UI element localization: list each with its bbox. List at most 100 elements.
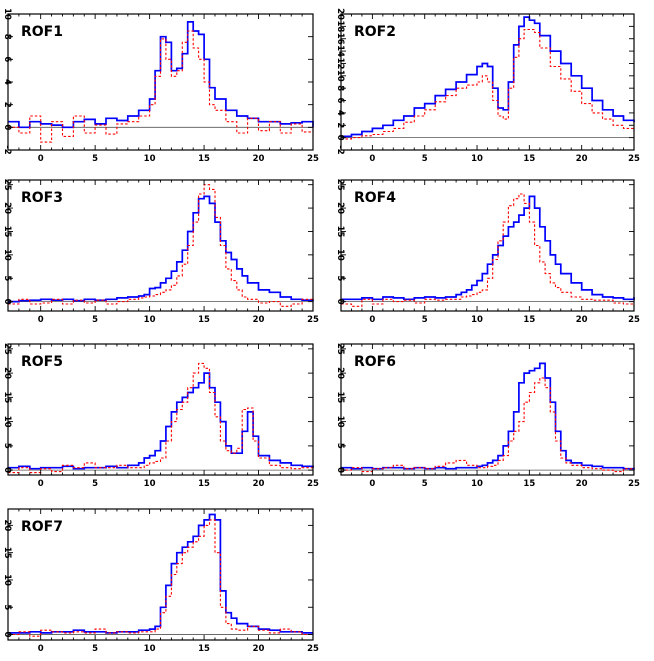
x-tick-label: 25 xyxy=(307,479,319,489)
series-model-line xyxy=(8,519,314,637)
panel-rof3: 0 5 10 15 20 25 0 5 10 15 20 25 ROF3 xyxy=(2,179,319,325)
x-tick-label: 0 xyxy=(38,479,44,489)
panel-title: ROF6 xyxy=(354,354,396,370)
y-tick-label: 0 xyxy=(2,299,12,305)
series-observed-line xyxy=(8,195,314,303)
y-tick-label: 6 xyxy=(2,56,12,62)
y-tick-label: 4 xyxy=(2,79,12,85)
series-observed-line xyxy=(8,513,313,634)
x-tick-label: 25 xyxy=(628,154,640,164)
x-tick-label: 25 xyxy=(307,154,319,164)
panel-rof4: 0 5 10 15 20 25 0 5 10 15 20 25 ROF4 xyxy=(335,179,640,325)
series-observed-line xyxy=(8,372,314,470)
x-tick-label: 15 xyxy=(198,644,210,654)
x-tick-label: 25 xyxy=(307,315,319,325)
series-model-line xyxy=(8,30,314,143)
x-tick-label: 0 xyxy=(38,315,44,325)
panel-rof1: 0 5 10 15 20 25 -2 0 2 4 6 8 10 ROF1 xyxy=(2,8,319,164)
x-tick-label: 15 xyxy=(198,479,210,489)
y-tick-label: 15 xyxy=(335,226,345,238)
panel-title: ROF3 xyxy=(21,190,63,206)
x-tick-label: 20 xyxy=(253,644,265,654)
y-tick-label: 15 xyxy=(335,391,345,403)
y-tick-label: 10 xyxy=(2,574,12,586)
y-tick-label: 10 xyxy=(335,249,345,261)
x-tick-label: 0 xyxy=(369,154,375,164)
x-tick-label: 15 xyxy=(523,154,535,164)
x-tick-label: 5 xyxy=(92,479,98,489)
y-tick-label: 25 xyxy=(335,343,345,355)
y-tick-label: 18 xyxy=(335,20,345,32)
y-tick-label: 5 xyxy=(2,275,12,281)
y-tick-label: 5 xyxy=(2,443,12,449)
series-model-line xyxy=(341,377,635,473)
y-tick-label: 20 xyxy=(2,367,12,379)
x-tick-label: 0 xyxy=(369,315,375,325)
y-tick-label: 12 xyxy=(335,58,345,70)
y-tick-label: 0 xyxy=(335,299,345,305)
y-tick-label: 14 xyxy=(335,45,345,57)
x-tick-label: 15 xyxy=(198,315,210,325)
panel-title: ROF4 xyxy=(354,190,396,206)
y-tick-label: 0 xyxy=(2,467,12,473)
y-tick-label: 5 xyxy=(2,604,12,610)
x-tick-label: 25 xyxy=(307,644,319,654)
y-tick-label: 8 xyxy=(335,85,345,91)
x-tick-label: 0 xyxy=(38,644,44,654)
y-tick-label: 15 xyxy=(2,226,12,238)
x-tick-label: 5 xyxy=(422,315,428,325)
y-tick-label: 2 xyxy=(2,102,12,108)
x-tick-label: 15 xyxy=(523,479,535,489)
x-tick-label: 20 xyxy=(253,315,265,325)
x-tick-label: 5 xyxy=(92,644,98,654)
y-tick-label: 10 xyxy=(335,416,345,428)
panel-rof7: 0 5 10 15 20 25 0 5 10 15 20 ROF7 xyxy=(2,508,319,654)
x-tick-label: 20 xyxy=(253,479,265,489)
x-tick-label: 5 xyxy=(92,315,98,325)
y-tick-label: 5 xyxy=(335,443,345,449)
series-model-line xyxy=(8,184,314,307)
x-tick-label: 10 xyxy=(144,644,156,654)
y-tick-label: 0 xyxy=(2,632,12,638)
y-tick-label: 20 xyxy=(335,202,345,214)
y-tick-label: 16 xyxy=(335,33,345,45)
x-tick-label: 25 xyxy=(628,315,640,325)
panel-title: ROF1 xyxy=(21,24,63,40)
x-tick-label: 0 xyxy=(369,479,375,489)
x-tick-label: 5 xyxy=(422,479,428,489)
y-tick-label: 10 xyxy=(2,249,12,261)
y-tick-label: 15 xyxy=(2,391,12,403)
x-tick-label: 0 xyxy=(38,154,44,164)
y-tick-label: 10 xyxy=(2,8,12,20)
y-tick-label: 10 xyxy=(2,416,12,428)
x-tick-label: 20 xyxy=(576,315,588,325)
x-tick-label: 10 xyxy=(471,479,483,489)
y-tick-label: 25 xyxy=(2,179,12,191)
x-tick-label: 10 xyxy=(144,315,156,325)
series-model-line xyxy=(8,362,314,474)
y-tick-label: 20 xyxy=(2,519,12,531)
y-tick-label: -2 xyxy=(2,145,12,155)
y-tick-label: 20 xyxy=(335,367,345,379)
series-model-line xyxy=(341,28,635,140)
y-tick-label: 4 xyxy=(335,110,345,116)
series-observed-line xyxy=(341,362,635,470)
x-tick-label: 10 xyxy=(144,479,156,489)
y-tick-label: 20 xyxy=(335,8,345,20)
y-tick-label: 5 xyxy=(335,275,345,281)
panel-title: ROF2 xyxy=(354,24,396,40)
y-tick-label: 20 xyxy=(2,202,12,214)
x-tick-label: 20 xyxy=(576,479,588,489)
panel-rof5: 0 5 10 15 20 25 0 5 10 15 20 25 ROF5 xyxy=(2,343,319,489)
y-tick-label: 0 xyxy=(335,467,345,473)
y-tick-label: -2 xyxy=(335,145,345,155)
x-tick-label: 10 xyxy=(144,154,156,164)
panel-title: ROF7 xyxy=(21,519,63,535)
y-tick-label: 0 xyxy=(2,124,12,130)
y-tick-label: 25 xyxy=(335,179,345,191)
x-tick-label: 20 xyxy=(253,154,265,164)
x-tick-label: 25 xyxy=(628,479,640,489)
x-tick-label: 10 xyxy=(471,315,483,325)
panel-rof6: 0 5 10 15 20 25 0 5 10 15 20 25 ROF6 xyxy=(335,343,640,489)
